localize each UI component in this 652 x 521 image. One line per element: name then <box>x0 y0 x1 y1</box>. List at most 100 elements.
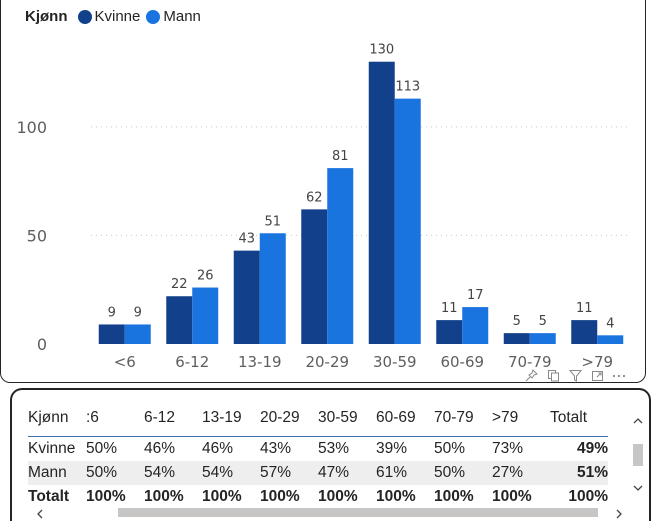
data-label: 62 <box>306 190 323 205</box>
data-label: 4 <box>606 316 614 331</box>
matrix-visual[interactable]: Kjønn :6 6-12 13-19 20-29 30-59 60-69 70… <box>10 388 651 521</box>
bar-mann[interactable] <box>462 307 489 344</box>
data-label: 113 <box>395 80 420 95</box>
bar-mann[interactable] <box>124 324 151 344</box>
column-chart-visual[interactable]: Kjønn Kvinne Mann 0 50 100 9 9 <6 22 26 6-12 43 51… <box>0 0 646 383</box>
more-options-icon[interactable] <box>612 368 626 382</box>
y-tick-label: 0 <box>37 335 47 354</box>
matrix-cell: 100% <box>202 488 242 505</box>
bar-mann[interactable] <box>597 335 624 344</box>
x-tick-label: 13-19 <box>238 353 282 371</box>
bar-kvinne[interactable] <box>368 61 395 344</box>
legend-item-kvinne[interactable]: Kvinne <box>77 8 140 25</box>
bar-kvinne[interactable] <box>503 333 530 344</box>
matrix-row-label: Totalt <box>28 488 70 505</box>
scroll-down-icon[interactable] <box>633 480 643 495</box>
legend-dot-mann <box>146 9 161 24</box>
legend-dot-kvinne <box>77 9 92 24</box>
matrix-cell: 100% <box>434 488 474 505</box>
data-label: 9 <box>134 305 142 320</box>
chart-legend: Kjønn Kvinne Mann <box>25 8 207 25</box>
matrix-cell: 54% <box>144 461 202 485</box>
matrix-header-cell[interactable]: 6-12 <box>144 409 176 426</box>
matrix-header-cell[interactable]: 60-69 <box>376 409 416 426</box>
matrix-cell: 46% <box>144 436 202 461</box>
matrix-table: Kjønn :6 6-12 13-19 20-29 30-59 60-69 70… <box>28 400 608 509</box>
x-tick-label: 70-79 <box>508 353 552 371</box>
matrix-cell-total: 100% <box>568 488 608 505</box>
matrix-header-cell[interactable]: 20-29 <box>260 409 300 426</box>
matrix-cell: 100% <box>86 488 126 505</box>
bar-kvinne[interactable] <box>571 320 598 344</box>
data-label: 5 <box>539 314 547 329</box>
scroll-right-icon[interactable] <box>616 507 623 521</box>
pin-icon[interactable] <box>524 368 538 382</box>
horizontal-scroll-thumb[interactable] <box>118 508 598 517</box>
matrix-header-cell[interactable]: 70-79 <box>434 409 474 426</box>
matrix-header-cell[interactable]: 13-19 <box>202 409 242 426</box>
bar-kvinne[interactable] <box>301 209 328 344</box>
matrix-cell: 50% <box>86 436 144 461</box>
bar-mann[interactable] <box>394 98 421 344</box>
matrix-cell: 73% <box>492 436 550 461</box>
legend-item-mann[interactable]: Mann <box>146 8 201 25</box>
vertical-scroll-thumb[interactable] <box>633 444 643 466</box>
vertical-scrollbar[interactable] <box>631 398 645 494</box>
bar-mann[interactable] <box>529 333 556 344</box>
x-tick-label: >79 <box>581 353 613 371</box>
scroll-up-icon[interactable] <box>633 412 643 427</box>
x-tick-label: 6-12 <box>175 353 209 371</box>
matrix-cell: 50% <box>86 461 144 485</box>
bar-kvinne[interactable] <box>233 250 260 344</box>
matrix-cell: 27% <box>492 461 550 485</box>
copy-icon[interactable] <box>546 368 560 382</box>
matrix-cell: 50% <box>434 461 492 485</box>
x-tick-label: 20-29 <box>305 353 349 371</box>
matrix-cell-total: 51% <box>550 461 608 485</box>
matrix-cell: 54% <box>202 461 260 485</box>
bar-mann[interactable] <box>259 233 286 344</box>
chart-plot: 0 50 100 9 9 <6 22 26 6-12 43 51 13-19 62 81 20-29 130 1… <box>16 43 631 371</box>
matrix-header-cell[interactable]: :6 <box>86 409 99 426</box>
matrix-cell: 47% <box>318 461 376 485</box>
data-label: 17 <box>467 288 484 303</box>
matrix-header-label[interactable]: Kjønn <box>28 409 69 426</box>
filter-icon[interactable] <box>568 368 582 382</box>
matrix-header-row: Kjønn :6 6-12 13-19 20-29 30-59 60-69 70… <box>28 400 608 437</box>
y-tick-label: 50 <box>27 226 47 245</box>
scroll-left-icon[interactable] <box>36 507 43 521</box>
bar-mann[interactable] <box>327 168 354 344</box>
matrix-cell: 100% <box>492 488 532 505</box>
legend-title: Kjønn <box>25 8 68 25</box>
data-label: 43 <box>238 232 255 247</box>
x-tick-label: 60-69 <box>440 353 484 371</box>
matrix-cell: 39% <box>376 436 434 461</box>
matrix-cell: 100% <box>376 488 416 505</box>
matrix-header-cell[interactable]: 30-59 <box>318 409 358 426</box>
matrix-row-label: Kvinne <box>28 436 86 461</box>
matrix-cell: 46% <box>202 436 260 461</box>
data-label: 22 <box>171 277 188 292</box>
data-label: 26 <box>197 269 214 284</box>
matrix-cell: 53% <box>318 436 376 461</box>
matrix-row-totalt: Totalt 100% 100% 100% 100% 100% 100% 100… <box>28 485 608 509</box>
bar-mann[interactable] <box>192 287 219 344</box>
data-label: 5 <box>513 314 521 329</box>
data-label: 11 <box>441 301 458 316</box>
legend-label-mann: Mann <box>163 8 201 25</box>
horizontal-scrollbar[interactable] <box>28 505 628 519</box>
matrix-row-label: Mann <box>28 461 86 485</box>
data-label: 51 <box>264 214 281 229</box>
matrix-row-mann: Mann 50% 54% 54% 57% 47% 61% 50% 27% 51% <box>28 461 608 485</box>
data-label: 11 <box>576 301 593 316</box>
matrix-header-total[interactable]: Totalt <box>550 409 588 426</box>
matrix-header-cell[interactable]: >79 <box>492 409 519 426</box>
bar-kvinne[interactable] <box>98 324 125 344</box>
y-tick-label: 100 <box>16 118 47 137</box>
focus-mode-icon[interactable] <box>590 368 604 382</box>
bar-kvinne[interactable] <box>166 296 193 344</box>
bar-kvinne[interactable] <box>436 320 463 344</box>
matrix-cell: 100% <box>260 488 300 505</box>
matrix-cell: 100% <box>318 488 358 505</box>
matrix-cell: 43% <box>260 436 318 461</box>
